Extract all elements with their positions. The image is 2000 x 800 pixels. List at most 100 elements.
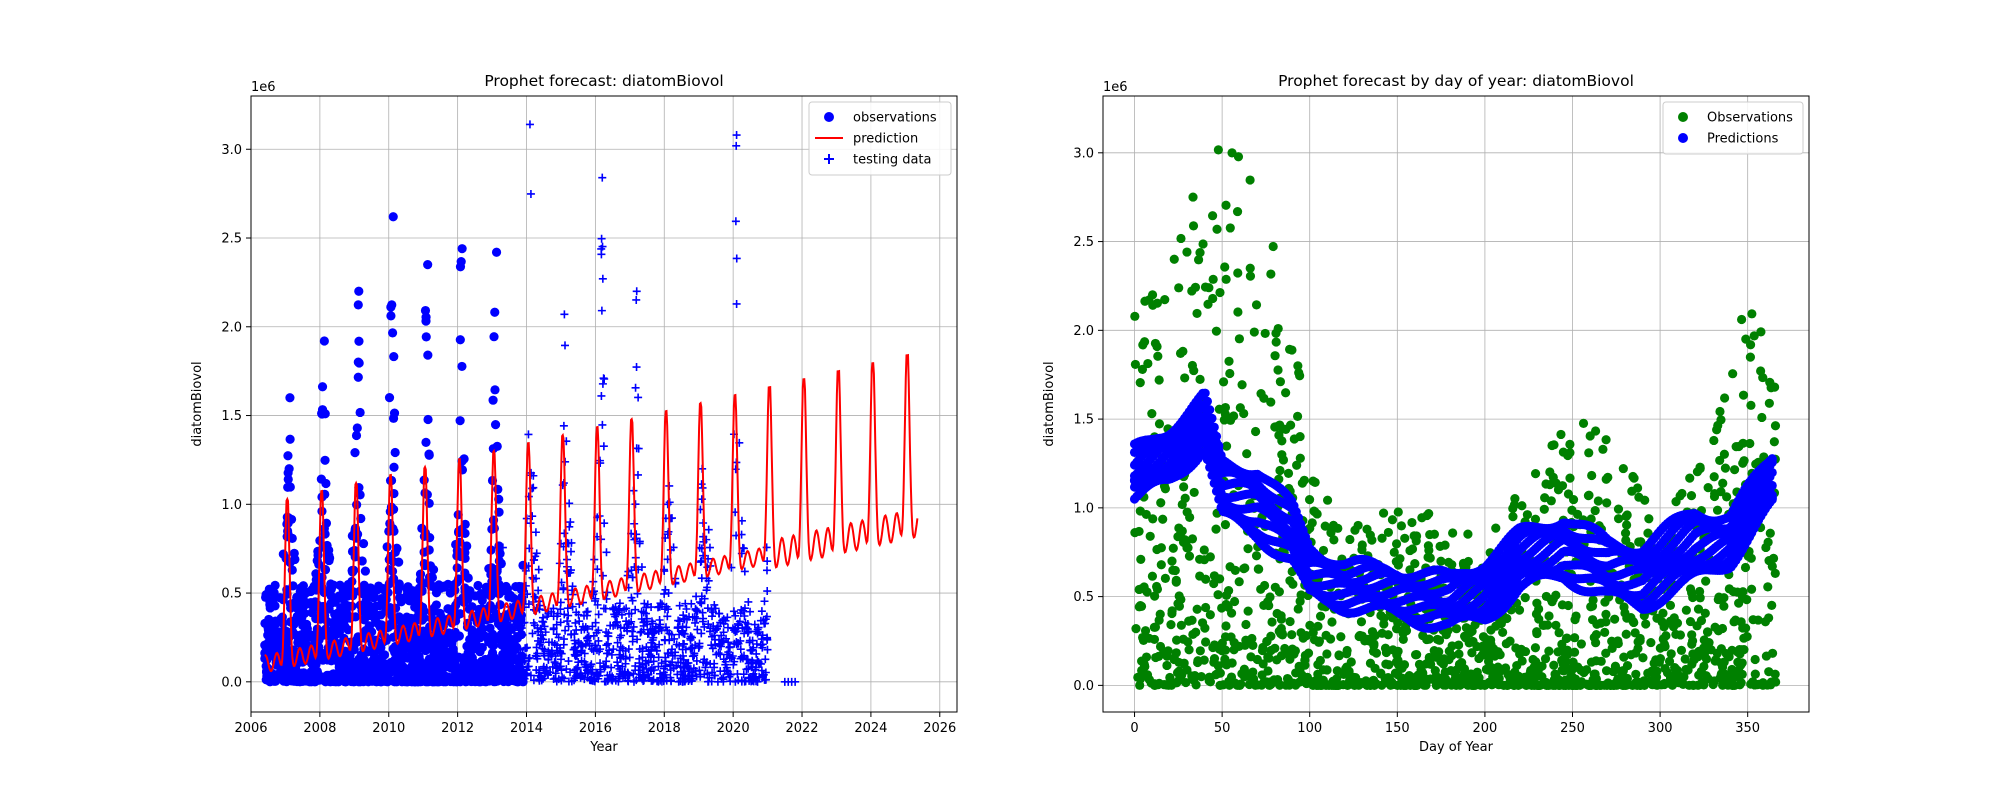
observation-point [1192,604,1202,614]
observation-point [1602,680,1612,690]
observation-point [1149,680,1160,690]
observation-point [265,603,275,613]
testing-point [701,663,710,672]
observation-point [1172,668,1183,678]
observation-point [1618,463,1628,474]
observation-point [355,407,365,418]
observation-point [338,585,348,595]
observation-point [1719,593,1729,603]
observation-point [1628,471,1638,482]
observation-point [1203,299,1213,309]
observation-point [1281,388,1291,398]
testing-point [507,646,516,655]
testing-point [625,653,634,662]
observation-point [1463,529,1473,539]
testing-point [740,604,749,613]
observation-point [1140,296,1150,306]
observation-point [1310,477,1320,487]
observation-point [383,675,393,685]
observation-point [1239,564,1249,574]
observation-point [1191,680,1201,690]
observation-point [1321,630,1331,640]
observation-point [1246,673,1256,683]
observation-point [1693,680,1703,690]
testing-point [682,605,691,614]
observation-point [1681,605,1691,615]
observation-point [317,409,327,419]
observation-point [1247,633,1257,644]
observation-point [1464,678,1474,688]
observation-point [389,408,400,418]
observation-point [1486,662,1496,673]
observation-point [1131,624,1141,634]
observation-point [326,591,336,601]
observation-point [1363,634,1373,644]
observation-point [319,336,329,346]
testing-point [725,642,734,651]
observation-point [1517,656,1527,666]
observation-point [1689,655,1699,665]
observation-point [1482,645,1492,656]
observation-point [1652,613,1662,623]
observation-point [1357,545,1367,555]
observation-point [1530,469,1541,479]
observation-point [1333,523,1343,533]
observation-point [1397,663,1407,673]
testing-point [719,636,728,645]
observation-point [330,609,340,619]
observation-point [1224,676,1234,687]
observation-point [1209,657,1219,667]
observation-point [440,676,450,686]
observation-point [313,550,323,560]
testing-point [752,649,761,658]
observation-point [1167,556,1177,566]
observation-point [1436,657,1446,667]
observation-point [1160,295,1170,305]
observation-point [1770,421,1781,431]
observation-point [1745,340,1756,350]
observation-point [282,634,292,645]
observation-point [1720,393,1730,403]
observation-point [1243,544,1253,554]
testing-point [599,442,608,451]
observation-point [1531,680,1541,690]
observation-point [1630,628,1640,638]
observation-point [1274,587,1284,597]
observation-point [1220,262,1230,272]
observation-point [1619,652,1629,662]
observation-point [1334,651,1344,661]
observation-point [1762,680,1772,690]
testing-point [632,676,641,685]
observation-point [362,669,372,679]
observation-point [1330,680,1340,690]
observation-point [1234,577,1244,587]
observation-point [336,593,346,603]
observation-point [343,625,353,635]
testing-point [565,499,574,508]
observation-point [1383,527,1393,538]
observation-point [1300,650,1310,661]
testing-point [571,665,580,674]
observation-point [1411,531,1422,541]
observation-point [1237,380,1247,390]
testing-point [736,645,745,654]
observation-point [1182,543,1192,553]
observation-point [1590,669,1600,679]
observation-point [1224,356,1234,366]
observation-point [429,603,439,613]
observation-point [1211,524,1221,534]
chart-title: Prophet forecast: diatomBiovol [484,72,723,90]
testing-point [594,636,603,645]
observation-point [1407,544,1418,554]
testing-point [740,567,749,576]
observation-point [1540,493,1550,503]
observation-point [1295,431,1305,442]
observation-point [434,671,444,681]
observation-point [1233,307,1243,317]
observation-point [1256,389,1266,399]
observation-point [448,647,458,657]
observation-point [1745,352,1756,362]
observation-point [393,585,403,595]
testing-point [607,650,616,659]
observation-point [333,656,343,666]
